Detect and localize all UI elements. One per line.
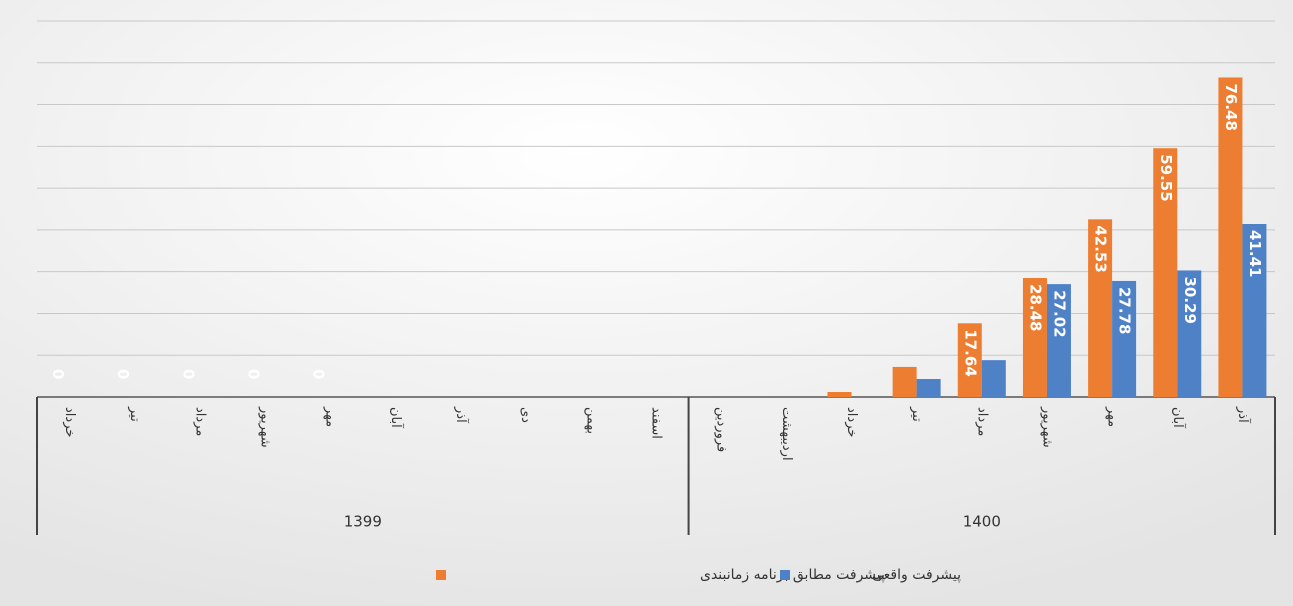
x-tick-label: مرداد bbox=[192, 407, 207, 436]
bar bbox=[1112, 280, 1137, 397]
x-tick-label: اسفند bbox=[649, 407, 664, 439]
legend-swatch bbox=[436, 570, 446, 580]
x-tick-label: تیر bbox=[127, 406, 142, 422]
data-label: 30.29 bbox=[1181, 276, 1199, 323]
x-tick-label: شهریور bbox=[258, 406, 273, 448]
group-label: 1400 bbox=[963, 513, 1001, 531]
bar bbox=[1177, 270, 1202, 397]
bar bbox=[981, 360, 1006, 397]
x-tick-label: آذر bbox=[453, 406, 470, 424]
x-tick-label: شهریور bbox=[1039, 406, 1054, 448]
bar bbox=[1022, 278, 1047, 397]
data-label: 59.55 bbox=[1157, 154, 1175, 201]
bar bbox=[892, 366, 917, 397]
data-label: 0 bbox=[179, 369, 197, 379]
group-label: 1399 bbox=[344, 513, 382, 531]
data-label: 41.41 bbox=[1246, 230, 1264, 277]
x-tick-label: آبان bbox=[388, 407, 405, 429]
bar bbox=[957, 323, 982, 397]
x-tick-label: خرداد bbox=[844, 407, 859, 437]
x-tick-label: آبان bbox=[1170, 407, 1187, 429]
legend-label: پیشرفت مطابق برنامه زمانبندی bbox=[700, 567, 885, 583]
x-tick-label: مرداد bbox=[974, 407, 989, 436]
data-label: 76.48 bbox=[1222, 83, 1240, 130]
x-tick-label: مهر bbox=[1105, 406, 1120, 427]
x-tick-label: فروردین bbox=[714, 407, 729, 452]
data-label: 0 bbox=[114, 369, 132, 379]
data-label: 0 bbox=[49, 369, 67, 379]
data-label: 17.64 bbox=[961, 329, 979, 376]
bar bbox=[1218, 77, 1243, 398]
bar bbox=[1242, 223, 1267, 397]
bar bbox=[916, 379, 941, 397]
bar bbox=[827, 391, 852, 397]
data-label: 0 bbox=[245, 369, 263, 379]
x-tick-label: اردیبهشت bbox=[779, 407, 794, 461]
data-label: 0 bbox=[310, 369, 328, 379]
legend-swatch bbox=[780, 570, 790, 580]
bar bbox=[1046, 284, 1071, 397]
x-tick-label: مهر bbox=[323, 406, 338, 427]
data-label: 28.48 bbox=[1026, 284, 1044, 331]
legend-label: پیشرفت واقعی bbox=[872, 567, 961, 583]
x-tick-label: دی bbox=[518, 407, 533, 423]
x-tick-label: تیر bbox=[909, 406, 924, 422]
data-label: 27.78 bbox=[1116, 287, 1134, 334]
data-label: 42.53 bbox=[1092, 225, 1110, 272]
data-label: 27.02 bbox=[1050, 290, 1068, 337]
x-tick-label: خرداد bbox=[62, 407, 77, 437]
bar bbox=[1088, 219, 1113, 397]
x-tick-label: آذر bbox=[1235, 406, 1252, 424]
x-tick-label: بهمن bbox=[583, 407, 598, 434]
bar bbox=[1153, 148, 1178, 397]
